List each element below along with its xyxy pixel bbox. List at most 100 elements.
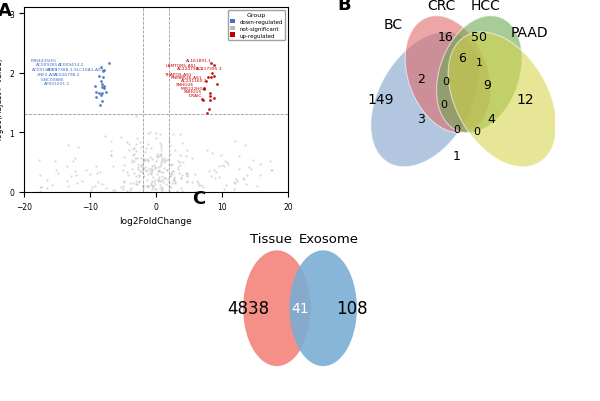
Point (207, 70, 217, 77)
Point (70, 168, 80, 175)
Point (143, 130, 153, 137)
Point (155, 179, 164, 185)
Point (150, 164, 160, 170)
Point (205, 93, 215, 100)
Point (92, 171, 102, 177)
Point (95, 90, 104, 97)
Point (151, 135, 160, 142)
Point (131, 178, 141, 185)
Point (70, 155, 80, 161)
Point (192, 179, 202, 185)
Point (209, 63, 219, 69)
Text: C: C (192, 189, 205, 207)
Point (125, 148, 134, 154)
Point (175, 132, 184, 138)
Point (241, 181, 251, 187)
Point (232, 177, 241, 183)
Y-axis label: -log10(Adjust P-value): -log10(Adjust P-value) (0, 58, 4, 142)
Point (151, 181, 160, 188)
Point (50, 158, 60, 164)
Point (151, 130, 161, 136)
Point (218, 163, 227, 169)
Point (160, 175, 170, 182)
Point (166, 170, 176, 177)
Point (146, 171, 156, 178)
Point (164, 183, 174, 190)
Text: 4: 4 (488, 112, 496, 126)
Text: 6: 6 (458, 52, 466, 65)
Point (148, 182, 157, 188)
Point (157, 174, 167, 180)
Point (181, 154, 191, 160)
Point (142, 168, 151, 174)
Text: 149: 149 (368, 93, 394, 107)
Point (244, 164, 254, 170)
Point (153, 176, 163, 183)
Point (160, 176, 169, 182)
Point (205, 91, 215, 97)
Text: 41: 41 (291, 302, 309, 316)
Point (205, 97, 214, 104)
Text: 0: 0 (440, 99, 447, 109)
Point (122, 188, 132, 195)
Point (182, 179, 192, 185)
Point (220, 186, 229, 192)
Point (77, 178, 87, 184)
Point (139, 156, 148, 163)
Point (149, 163, 159, 169)
Point (142, 183, 152, 190)
Text: Exosome: Exosome (299, 233, 359, 246)
Point (156, 160, 166, 166)
Point (149, 179, 158, 186)
Point (140, 167, 149, 173)
Point (91, 163, 101, 169)
Point (229, 179, 239, 186)
Point (152, 152, 162, 158)
Point (146, 166, 156, 173)
Text: LINC00886: LINC00886 (40, 77, 64, 81)
Point (182, 170, 192, 176)
Point (101, 134, 110, 140)
Point (155, 182, 165, 188)
Text: 16: 16 (438, 31, 454, 44)
Point (134, 173, 144, 180)
Point (255, 162, 265, 168)
Text: AC097388.1-SLC16A1-AS1: AC097388.1-SLC16A1-AS1 (47, 68, 104, 72)
Point (208, 150, 217, 157)
Point (119, 162, 129, 169)
Point (143, 157, 152, 164)
Point (143, 171, 153, 178)
Text: CRC: CRC (427, 0, 456, 13)
Point (98, 74, 108, 81)
Point (187, 155, 197, 162)
Point (223, 162, 233, 168)
Point (240, 143, 250, 149)
Point (154, 167, 164, 174)
Point (138, 183, 148, 189)
Point (176, 185, 186, 191)
Point (96, 79, 106, 85)
Point (191, 188, 200, 195)
Point (170, 180, 179, 187)
Point (169, 177, 179, 184)
Point (177, 172, 187, 179)
Point (158, 169, 167, 176)
Point (143, 141, 152, 148)
Point (101, 90, 111, 96)
Point (175, 170, 184, 177)
Point (178, 160, 187, 166)
Point (229, 186, 239, 193)
Point (134, 179, 144, 185)
Point (246, 167, 256, 173)
Point (128, 146, 137, 153)
Point (132, 181, 142, 187)
Point (99, 68, 109, 75)
Point (157, 158, 167, 164)
Point (209, 96, 218, 102)
Text: BC: BC (384, 18, 403, 32)
Point (118, 184, 128, 190)
Point (182, 173, 191, 180)
Point (214, 174, 224, 181)
Point (167, 162, 176, 168)
Point (210, 176, 220, 182)
